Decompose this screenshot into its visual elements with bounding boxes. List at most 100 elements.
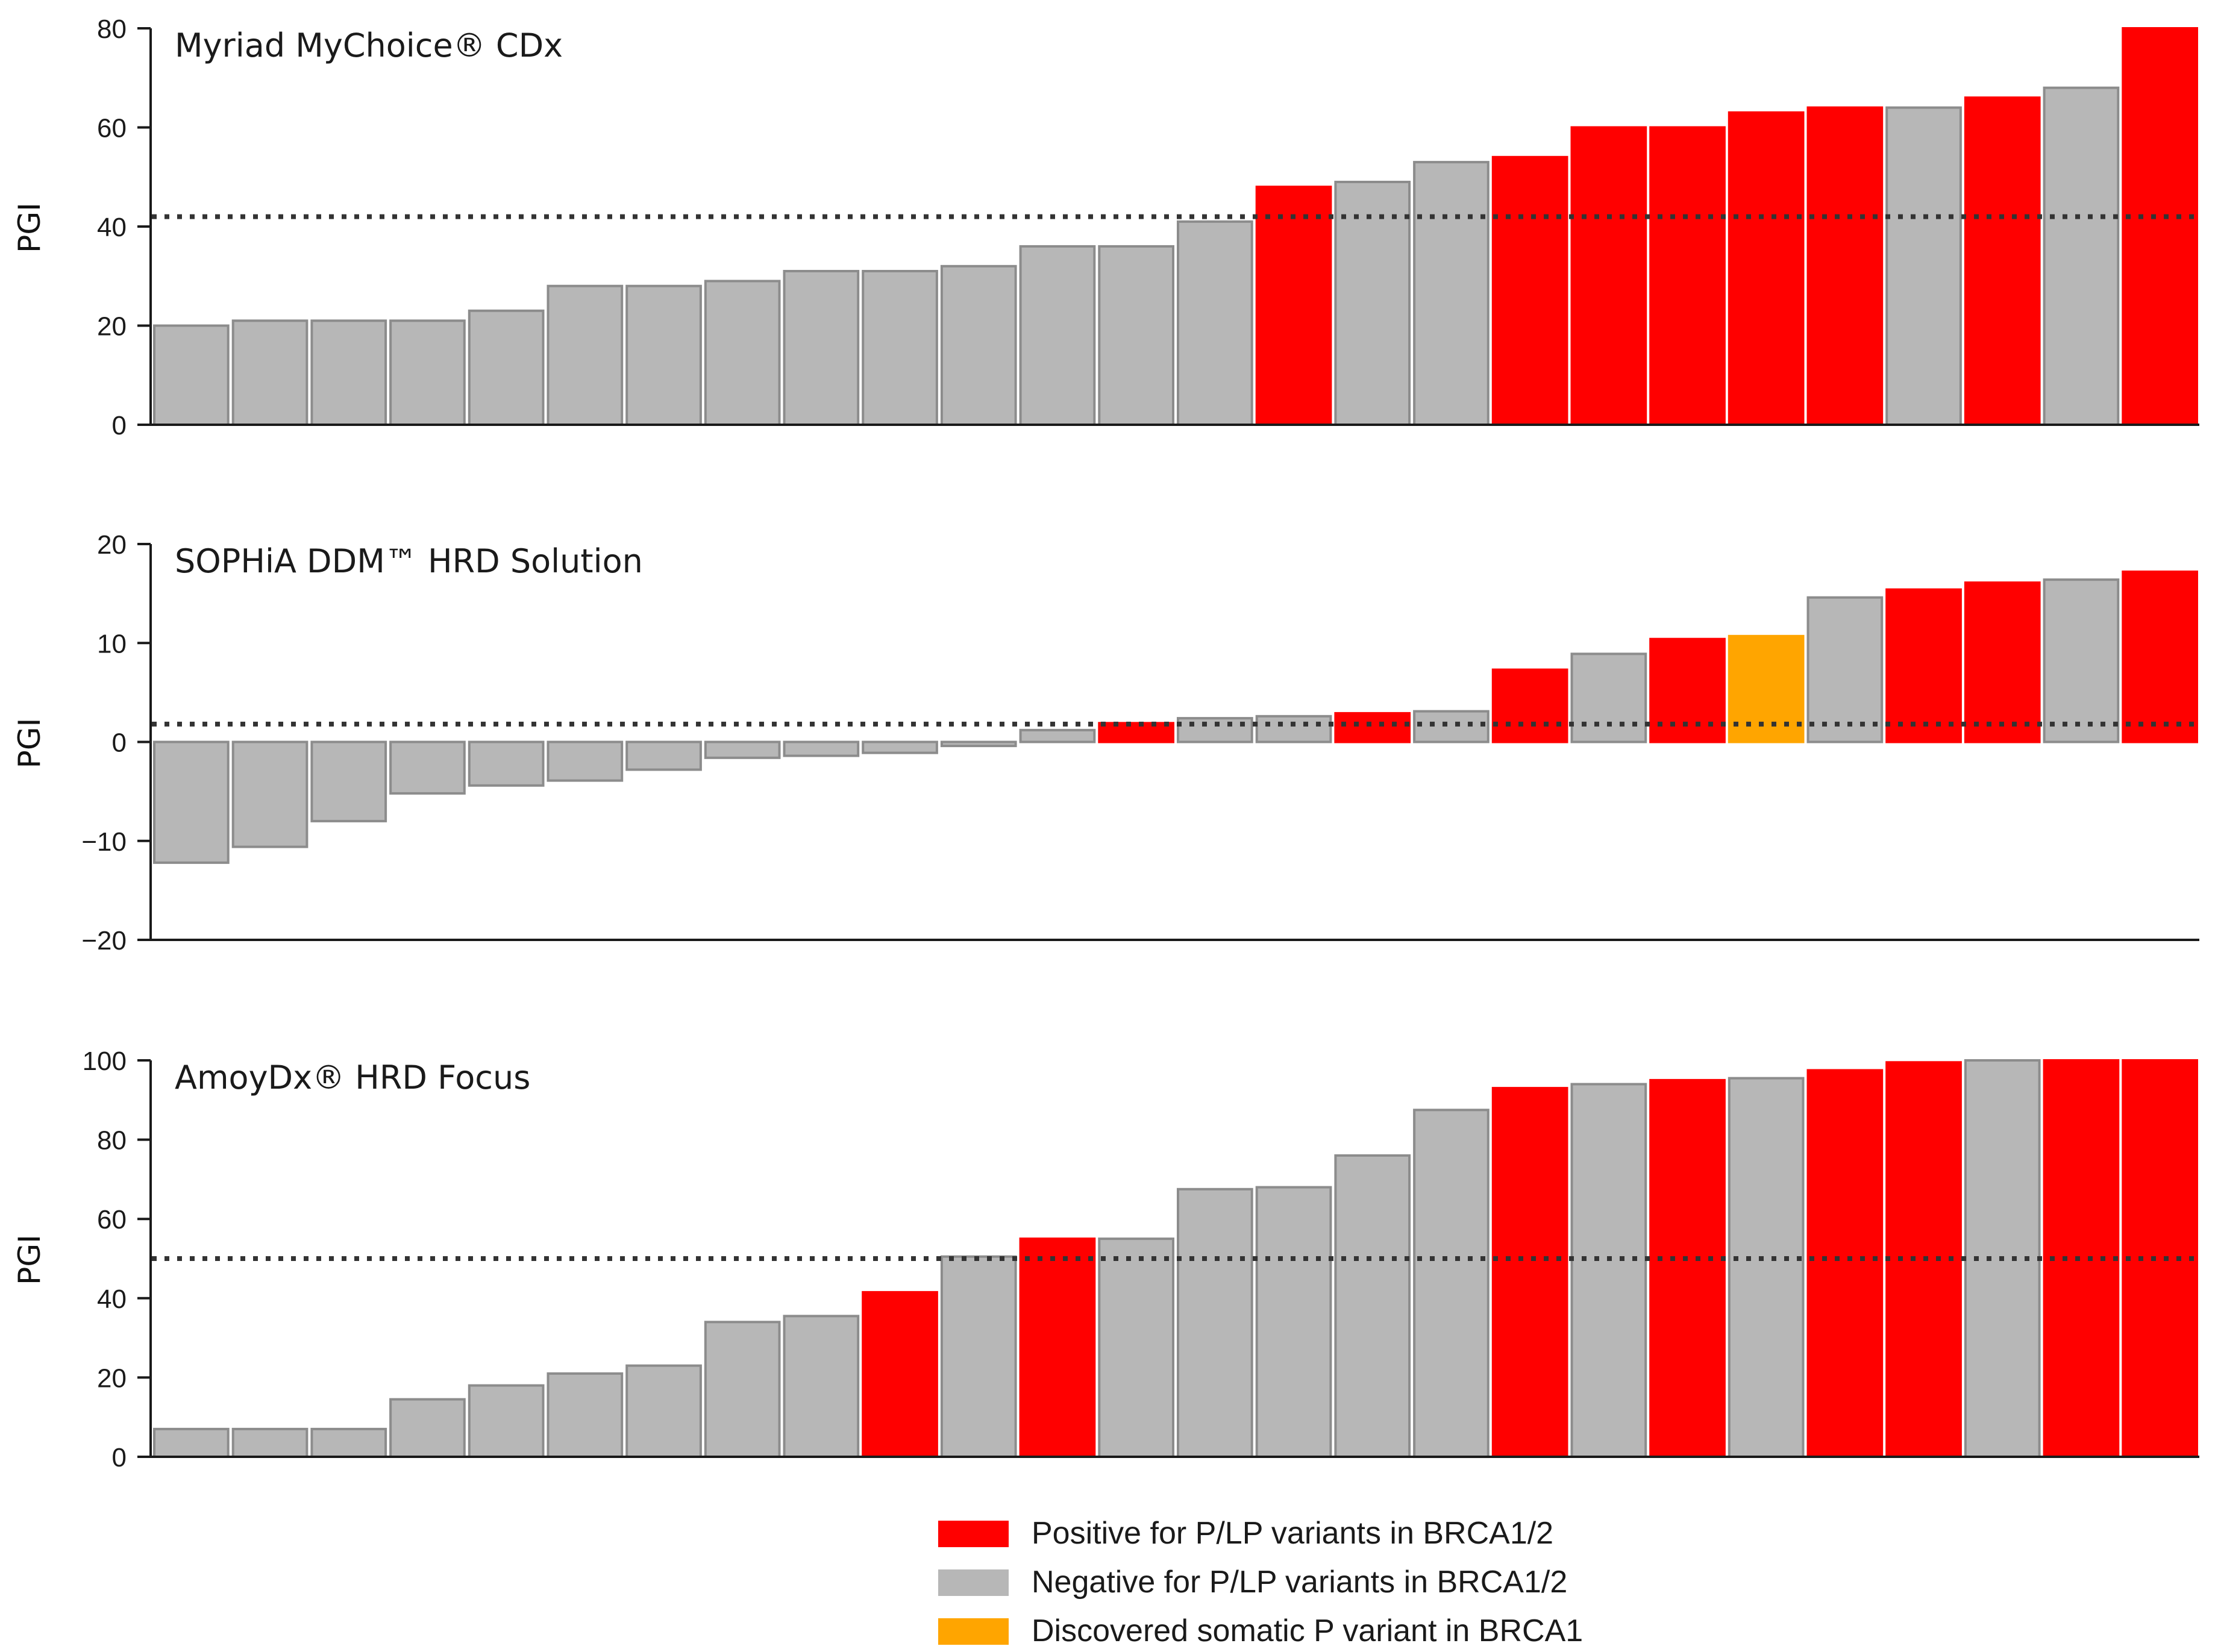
bar-positive [1806, 106, 1884, 427]
bar-somatic [1728, 634, 1805, 743]
y-tick-label: 60 [97, 114, 127, 143]
bar-negative [862, 740, 938, 754]
y-tick-label: 80 [97, 1126, 127, 1156]
bar-negative [1885, 106, 1962, 427]
y-axis-label: PGI [12, 718, 47, 769]
bar-negative [1413, 161, 1490, 426]
y-tick-label: 20 [97, 1363, 127, 1393]
bar-negative [704, 280, 781, 426]
bar-positive [1019, 1237, 1096, 1459]
bar-positive [1255, 186, 1332, 426]
bar-positive [862, 1291, 938, 1458]
bar-positive [1728, 111, 1805, 427]
bar-negative [231, 319, 309, 426]
legend-label-somatic: Discovered somatic P variant in BRCA1 [1032, 1613, 1583, 1648]
bar-negative [1019, 728, 1096, 743]
legend-swatch-somatic [938, 1618, 1009, 1645]
bar-negative [153, 324, 230, 426]
bar-negative [389, 1398, 466, 1459]
bar-negative [1019, 245, 1096, 426]
bar-negative [547, 1372, 624, 1459]
bar-negative [468, 1384, 545, 1459]
bar-positive [2122, 571, 2199, 743]
bar-negative [704, 1321, 781, 1459]
bar-negative [1177, 220, 1253, 426]
bar-negative [2043, 578, 2120, 743]
bar-negative [940, 264, 1017, 426]
bar-positive [2043, 1059, 2120, 1458]
bar-negative [231, 740, 309, 848]
bar-negative [625, 284, 702, 427]
bar-negative [547, 284, 624, 427]
panel-title: AmoyDx® HRD Focus [175, 1059, 530, 1097]
bar-negative [310, 319, 387, 426]
bar-negative [625, 740, 702, 771]
bar-negative [389, 319, 466, 426]
bar-negative [1255, 715, 1332, 743]
panel-1: Myriad MyChoice® CDx 0 20 40 60 80 PGI [12, 14, 2199, 440]
bar-negative [2043, 86, 2120, 426]
bar-positive [1491, 1087, 1568, 1458]
legend-label-positive: Positive for P/LP variants in BRCA1/2 [1032, 1516, 1553, 1551]
bar-negative [1413, 1109, 1490, 1459]
y-tick-label: 20 [97, 530, 127, 560]
bar-positive [1570, 126, 1647, 426]
bar-positive [1649, 126, 1726, 426]
bar-negative [1728, 1077, 1805, 1458]
bar-negative [153, 1427, 230, 1458]
panel-3: AmoyDx® HRD Focus 0 20 40 60 80 100 PGI [12, 1047, 2199, 1472]
bar-negative [1334, 1154, 1411, 1459]
bar-positive [1491, 155, 1568, 426]
y-tick-label: −10 [81, 827, 127, 857]
bar-negative [231, 1427, 309, 1458]
bar-negative [153, 740, 230, 864]
panel-title: SOPHiA DDM™ HRD Solution [175, 542, 643, 580]
bar-positive [1806, 1069, 1884, 1458]
bar-negative [547, 740, 624, 782]
legend-swatch-negative [938, 1569, 1009, 1596]
bar-negative [1413, 710, 1490, 743]
bar-negative [862, 270, 938, 426]
y-axis-label: PGI [12, 1234, 47, 1285]
bar-negative [1177, 1187, 1253, 1459]
bar-positive [1885, 588, 1962, 743]
bar-negative [310, 1427, 387, 1458]
y-tick-label: 100 [83, 1047, 127, 1076]
legend: Positive for P/LP variants in BRCA1/2 Neg… [938, 1516, 1583, 1648]
y-tick-label: 0 [112, 411, 127, 440]
bar-positive [1098, 722, 1175, 743]
bar-positive [2122, 1059, 2199, 1458]
bar-negative [1098, 1237, 1175, 1459]
panel-2: SOPHiA DDM™ HRD Solution −20 −10 0 10 20 PGI [12, 530, 2199, 956]
bar-positive [1964, 581, 2041, 743]
bar-negative [1806, 596, 1884, 743]
bar-positive [1649, 1078, 1726, 1458]
bar-negative [783, 740, 860, 757]
y-tick-label: 20 [97, 312, 127, 342]
y-tick-label: −20 [81, 926, 127, 956]
bar-negative [940, 740, 1017, 748]
bar-negative [389, 740, 466, 795]
y-tick-label: 80 [97, 14, 127, 44]
legend-label-negative: Negative for P/LP variants in BRCA1/2 [1032, 1565, 1567, 1600]
bar-negative [1098, 245, 1175, 426]
bar-negative [940, 1255, 1017, 1458]
y-tick-label: 60 [97, 1205, 127, 1234]
bar-negative [783, 270, 860, 426]
y-tick-label: 40 [97, 1284, 127, 1314]
bar-negative [1255, 1186, 1332, 1458]
bar-positive [2122, 27, 2199, 426]
bar-positive [1491, 668, 1568, 743]
bar-negative [625, 1364, 702, 1458]
y-axis-label: PGI [12, 202, 47, 253]
legend-swatch-positive [938, 1521, 1009, 1547]
bar-positive [1334, 712, 1411, 743]
bar-negative [1570, 652, 1647, 743]
bar-negative [468, 740, 545, 787]
y-tick-label: 0 [112, 1443, 127, 1472]
bar-negative [310, 740, 387, 822]
bar-negative [783, 1315, 860, 1458]
bar-negative [1570, 1083, 1647, 1458]
